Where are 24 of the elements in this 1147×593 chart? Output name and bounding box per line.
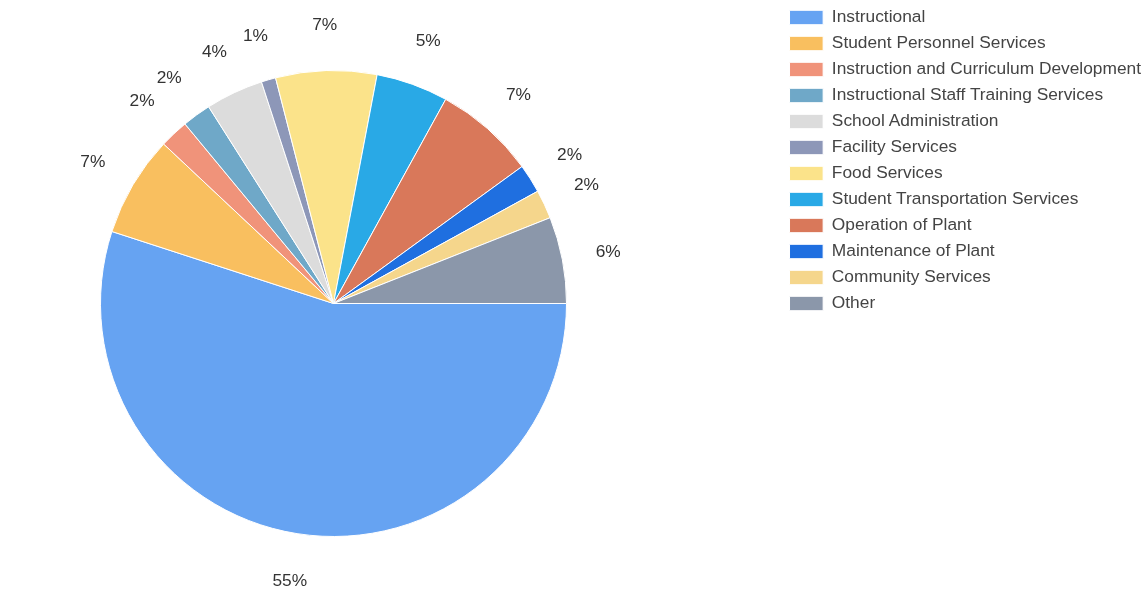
legend-label: Student Transportation Services [831, 188, 1079, 209]
legend-label: Student Personnel Services [831, 32, 1046, 53]
data-label: 7% [80, 151, 106, 172]
data-label: 2% [129, 89, 155, 110]
data-label: 7% [312, 14, 338, 35]
data-label: 5% [415, 30, 441, 51]
data-label: 2% [557, 143, 583, 164]
data-label: 2% [156, 67, 182, 88]
legend-label: Community Services [831, 266, 991, 287]
legend-label: Instructional [831, 6, 926, 27]
data-label: 4% [201, 40, 227, 61]
data-label: 1% [242, 25, 269, 45]
legend-label: School Administration [831, 110, 999, 131]
legend-label: Other [831, 292, 876, 313]
legend-label: Maintenance of Plant [831, 240, 995, 261]
legend-label: Facility Services [831, 136, 958, 157]
data-label: 55% [272, 569, 308, 590]
legend-label: Food Services [831, 162, 943, 183]
data-label: 6% [595, 241, 621, 262]
legend-label: Instructional Staff Training Services [831, 84, 1104, 105]
legend-label: Operation of Plant [831, 214, 972, 235]
legend-label: Instruction and Curriculum Development [831, 58, 1141, 79]
data-label: 2% [573, 174, 600, 195]
data-label: 7% [505, 83, 531, 104]
